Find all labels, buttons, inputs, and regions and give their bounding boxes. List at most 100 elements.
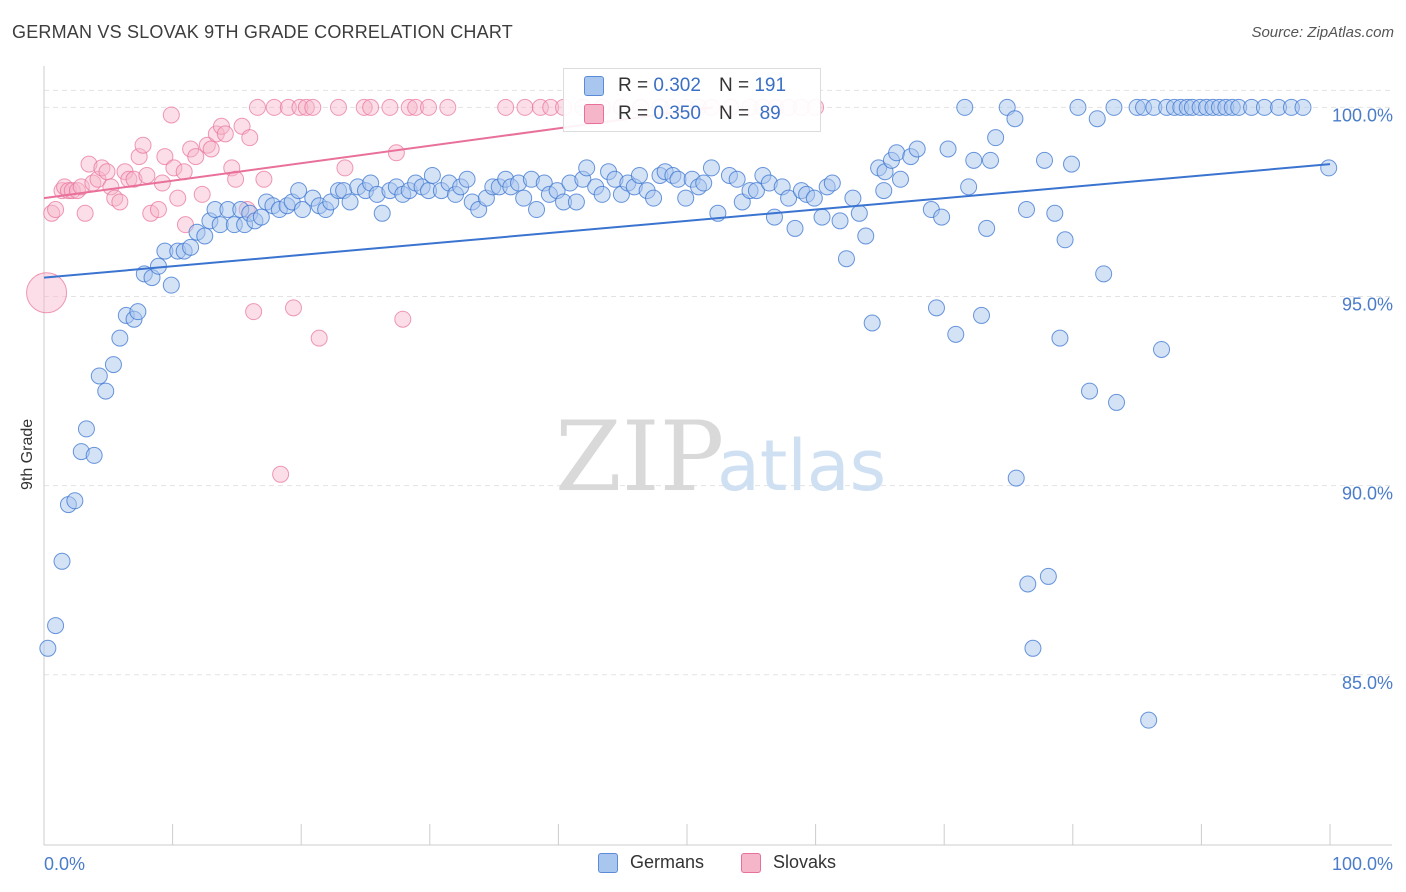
germans-r-value: 0.302 [653, 75, 701, 96]
germans-legend-label: Germans [630, 852, 705, 872]
slovak-point [272, 465, 290, 483]
slovak-point [355, 98, 373, 116]
german-point [1056, 231, 1074, 249]
slovak-point [149, 201, 167, 219]
slovak-point [125, 170, 143, 188]
slovak-point [142, 204, 160, 222]
slovak-point [102, 178, 120, 196]
german-point [90, 367, 108, 385]
german-point [1088, 110, 1106, 128]
german-point [1051, 329, 1069, 347]
germans-legend-swatch [598, 852, 618, 873]
germans-n-value: 191 [754, 75, 787, 96]
series-legend: Germans Slovaks [0, 852, 1406, 878]
germans-swatch [584, 76, 604, 96]
slovaks-n-value: 89 [759, 103, 781, 124]
slovak-point [497, 98, 515, 116]
german-point [47, 617, 65, 635]
slovak-point [165, 159, 183, 177]
source-credit: Source: ZipAtlas.com [1251, 24, 1394, 41]
german-point [373, 204, 391, 222]
german-point [850, 204, 868, 222]
german-point [831, 212, 849, 230]
german-point [528, 201, 546, 219]
german-point [182, 238, 200, 256]
german-point [252, 208, 270, 226]
german-point [1019, 575, 1037, 593]
german-point [987, 129, 1005, 147]
r-label: R = [618, 103, 649, 124]
german-point [1255, 98, 1273, 116]
german-point [669, 170, 687, 188]
slovak-point [76, 204, 94, 222]
german-point [933, 208, 951, 226]
german-point [978, 219, 996, 237]
german-point [1046, 204, 1064, 222]
german-point [1024, 639, 1042, 657]
slovak-point [216, 125, 234, 143]
slovak-point [138, 166, 156, 184]
german-point [728, 170, 746, 188]
slovak-point [162, 106, 180, 124]
slovak-point [420, 98, 438, 116]
german-point [593, 185, 611, 203]
chart-title: GERMAN VS SLOVAK 9TH GRADE CORRELATION C… [12, 22, 513, 42]
grid-lines [44, 89, 1390, 676]
german-point [578, 159, 596, 177]
x-tick-label-end: 100.0% [1332, 854, 1393, 874]
german-point [66, 492, 84, 510]
slovak-point [47, 201, 65, 219]
german-point [1069, 98, 1087, 116]
german-point [1320, 159, 1338, 177]
german-points [39, 98, 1338, 729]
slovak-point [381, 98, 399, 116]
german-point [53, 552, 71, 570]
slovaks-swatch [584, 104, 604, 124]
legend-row-slovaks: R = 0.350 N = 89 [584, 101, 781, 127]
german-point [1140, 711, 1158, 729]
slovaks-legend-label: Slovaks [773, 852, 837, 872]
german-point [786, 219, 804, 237]
german-point [857, 227, 875, 245]
r-label: R = [618, 75, 649, 96]
n-label: N = [718, 103, 750, 124]
slovaks-legend-swatch [741, 852, 761, 873]
slovak-point [387, 144, 405, 162]
slovak-point [329, 98, 347, 116]
legend-item-slovaks[interactable]: Slovaks [741, 852, 836, 873]
german-point [129, 303, 147, 321]
german-trend-line [43, 163, 1331, 279]
german-point [85, 446, 103, 464]
german-point [981, 151, 999, 169]
german-point [341, 193, 359, 211]
slovak-point [26, 272, 68, 314]
slovak-point [336, 159, 354, 177]
german-point [844, 189, 862, 207]
german-point [837, 250, 855, 268]
legend-item-germans[interactable]: Germans [598, 852, 704, 873]
y-tick-label: 100.0% [1332, 105, 1393, 125]
german-point [805, 189, 823, 207]
stats-legend: R = 0.302 N = 191 R = 0.350 N = 89 [563, 68, 821, 132]
y-tick-label: 85.0% [1342, 673, 1393, 693]
slovak-point [516, 98, 534, 116]
german-point [196, 227, 214, 245]
german-point [947, 325, 965, 343]
german-point [1105, 98, 1123, 116]
german-point [891, 170, 909, 188]
german-point [677, 189, 695, 207]
german-point [780, 189, 798, 207]
german-point [1018, 201, 1036, 219]
watermark-zip: ZIP [555, 401, 724, 513]
slovak-point [304, 98, 322, 116]
watermark-atlas: atlas [717, 425, 886, 507]
german-point [1294, 98, 1312, 116]
slovak-point [265, 98, 283, 116]
slovak-point [542, 98, 560, 116]
german-point [747, 182, 765, 200]
slovak-point [130, 148, 148, 166]
german-point [965, 151, 983, 169]
german-point [162, 276, 180, 294]
german-point [77, 420, 95, 438]
slovak-point [98, 163, 116, 181]
